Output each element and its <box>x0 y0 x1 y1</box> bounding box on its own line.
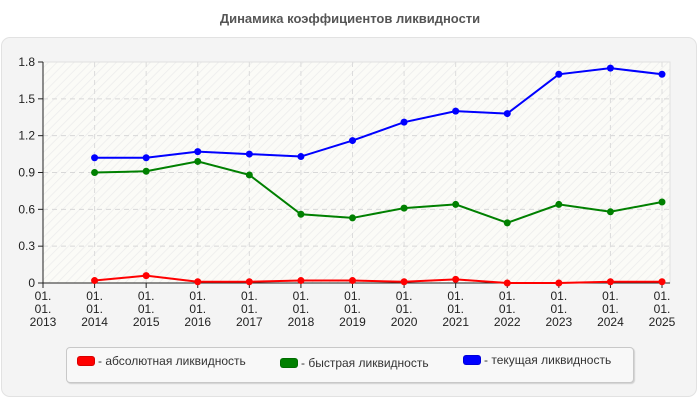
svg-text:2025: 2025 <box>649 315 676 329</box>
svg-text:2018: 2018 <box>288 315 315 329</box>
svg-text:01.: 01. <box>293 289 310 303</box>
svg-text:01.: 01. <box>138 302 155 316</box>
legend-item-absolute[interactable]: - абсолютная ликвидность <box>77 354 246 368</box>
svg-text:2019: 2019 <box>339 315 366 329</box>
svg-text:01.: 01. <box>344 289 361 303</box>
svg-text:01.: 01. <box>550 289 567 303</box>
line-chart: 00.30.60.91.21.51.8 01.01.201301.01.2014… <box>18 55 676 329</box>
legend-label: - текущая ликвидность <box>484 353 612 367</box>
svg-text:01.: 01. <box>293 302 310 316</box>
legend-item-quick[interactable]: - быстрая ликвидность <box>280 356 429 370</box>
legend-swatch-red <box>77 356 95 366</box>
svg-text:01.: 01. <box>138 289 155 303</box>
svg-text:01.: 01. <box>602 302 619 316</box>
svg-text:01.: 01. <box>344 302 361 316</box>
svg-text:2014: 2014 <box>81 315 108 329</box>
svg-text:01.: 01. <box>654 289 671 303</box>
data-series <box>91 64 666 287</box>
svg-text:01.: 01. <box>189 302 206 316</box>
legend-swatch-green <box>280 358 298 368</box>
legend-swatch-blue <box>463 355 481 365</box>
svg-text:01.: 01. <box>602 289 619 303</box>
svg-text:0.9: 0.9 <box>18 166 35 180</box>
svg-text:0.6: 0.6 <box>18 202 35 216</box>
chart-title: Динамика коэффициентов ликвидности <box>219 11 481 26</box>
x-axis-ticks: 01.01.201301.01.201401.01.201501.01.2016… <box>30 283 676 329</box>
y-axis-ticks: 0 0.3 0.6 0.9 1.2 1.5 1.8 <box>18 55 43 290</box>
svg-text:2020: 2020 <box>391 315 418 329</box>
svg-text:1.5: 1.5 <box>18 92 35 106</box>
svg-text:01.: 01. <box>86 302 103 316</box>
svg-text:0: 0 <box>28 276 35 290</box>
svg-text:01.: 01. <box>654 302 671 316</box>
svg-text:2021: 2021 <box>442 315 469 329</box>
svg-text:01.: 01. <box>35 302 52 316</box>
svg-text:01.: 01. <box>396 302 413 316</box>
svg-text:2015: 2015 <box>133 315 160 329</box>
svg-text:01.: 01. <box>447 289 464 303</box>
svg-text:01.: 01. <box>241 289 258 303</box>
svg-text:01.: 01. <box>189 289 206 303</box>
svg-text:01.: 01. <box>550 302 567 316</box>
legend-label: - быстрая ликвидность <box>301 356 429 370</box>
svg-text:2024: 2024 <box>597 315 624 329</box>
legend-label: - абсолютная ликвидность <box>98 354 246 368</box>
svg-text:01.: 01. <box>241 302 258 316</box>
svg-text:01.: 01. <box>499 289 516 303</box>
svg-text:0.3: 0.3 <box>18 239 35 253</box>
svg-text:01.: 01. <box>86 289 103 303</box>
svg-text:01.: 01. <box>35 289 52 303</box>
svg-text:1.2: 1.2 <box>18 129 35 143</box>
svg-text:2017: 2017 <box>236 315 263 329</box>
svg-text:2013: 2013 <box>30 315 57 329</box>
svg-text:2016: 2016 <box>184 315 211 329</box>
legend-item-current[interactable]: - текущая ликвидность <box>463 353 611 367</box>
svg-text:01.: 01. <box>447 302 464 316</box>
chart-legend: - абсолютная ликвидность - быстрая ликви… <box>66 347 634 383</box>
svg-text:01.: 01. <box>499 302 516 316</box>
svg-text:01.: 01. <box>396 289 413 303</box>
svg-text:1.8: 1.8 <box>18 55 35 69</box>
svg-text:2023: 2023 <box>545 315 572 329</box>
svg-text:2022: 2022 <box>494 315 521 329</box>
